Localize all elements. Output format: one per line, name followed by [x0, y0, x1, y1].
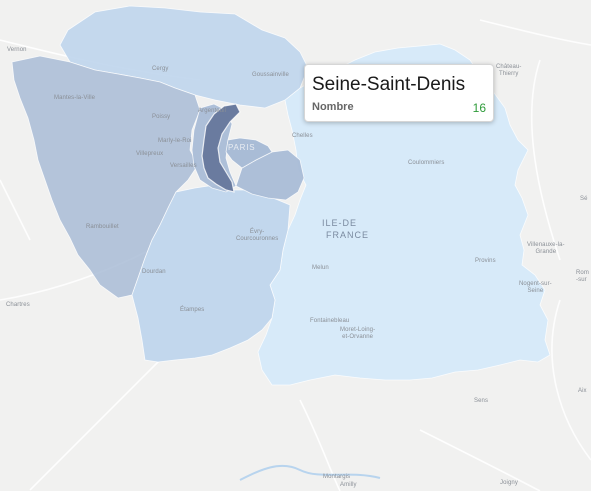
dept-paris[interactable]	[225, 137, 273, 169]
place-label-chelles: Chelles	[292, 133, 313, 139]
place-label-fontainebleau: Fontainebleau	[310, 318, 350, 324]
tooltip-metric-label: Nombre	[312, 101, 354, 113]
place-label-coulommiers: Coulommiers	[408, 160, 445, 166]
place-label-marly: Marly-le-Roi	[158, 138, 192, 144]
place-label-vernon: Vernon	[7, 47, 27, 53]
dept-seine-saint-denis[interactable]	[201, 103, 241, 193]
map-tooltip: Seine-Saint-Denis Nombre 16	[304, 64, 494, 122]
place-label-poissy: Poissy	[152, 114, 171, 120]
place-label-provins: Provins	[475, 258, 496, 264]
place-label-chartres: Chartres	[6, 302, 30, 308]
place-label-mantes: Mantes-la-Ville	[54, 95, 96, 101]
place-label-villenauxe: Villenauxe-la- Grande	[527, 242, 565, 255]
place-label-cergy: Cergy	[152, 66, 169, 72]
paris-label: PARIS	[228, 143, 256, 152]
place-label-sens: Sens	[474, 398, 489, 404]
place-label-montargis: Montargis	[323, 474, 351, 480]
place-label-evry: Évry- Courcouronnes	[236, 229, 279, 242]
place-label-nogent: Nogent-sur- Seine	[519, 281, 552, 294]
place-label-argenteuil: Argenteuil	[198, 108, 227, 114]
place-label-se: Sé	[580, 196, 588, 202]
region-label-line-2: FRANCE	[326, 230, 370, 240]
place-label-goussainville: Goussainville	[252, 72, 289, 78]
place-label-versailles: Versailles	[170, 163, 197, 169]
place-label-moret: Moret-Loing- et-Orvanne	[340, 327, 376, 340]
tooltip-metric-value: 16	[472, 101, 486, 115]
place-label-rambouillet: Rambouillet	[86, 224, 119, 230]
place-label-romilly: Rom -sur	[576, 270, 589, 283]
road-network	[0, 19, 591, 491]
river-seine	[239, 464, 381, 481]
place-label-etampes: Étampes	[180, 307, 205, 313]
place-label-villepreux: Villepreux	[136, 151, 164, 157]
place-label-dourdan: Dourdan	[142, 269, 166, 275]
place-label-melun: Melun	[312, 265, 329, 271]
place-label-chateau-thierry: Château- Thierry	[496, 64, 522, 77]
place-label-amilly: Amilly	[340, 482, 357, 488]
place-label-aix: Aix	[578, 388, 587, 394]
place-label-joigny: Joigny	[500, 480, 518, 486]
tooltip-title: Seine-Saint-Denis	[312, 74, 466, 95]
region-label-line-1: ILE-DE	[322, 218, 358, 228]
